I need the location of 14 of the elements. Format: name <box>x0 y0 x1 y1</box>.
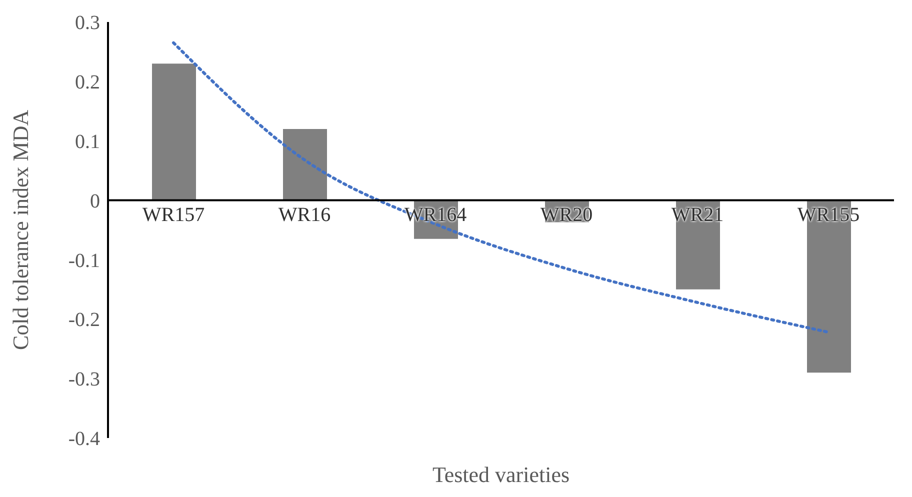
y-tick-label: 0.1 <box>75 130 100 153</box>
bar <box>283 128 327 200</box>
y-tick-label: 0.2 <box>75 72 100 94</box>
y-tick-label: -0.2 <box>68 309 100 332</box>
x-tick-label: WR157 <box>142 204 205 226</box>
y-axis-title: Cold tolerance index MDA <box>8 110 33 350</box>
y-tick-label: 0 <box>90 190 100 212</box>
y-tick-label: -0.3 <box>68 368 100 391</box>
x-tick-label: WR16 <box>278 204 331 226</box>
x-axis-title: Tested varieties <box>432 462 570 487</box>
y-tick-label: 0.3 <box>75 12 100 34</box>
bar <box>152 64 196 200</box>
y-tick-label: -0.4 <box>68 428 100 450</box>
y-tick-label: -0.1 <box>68 250 100 272</box>
